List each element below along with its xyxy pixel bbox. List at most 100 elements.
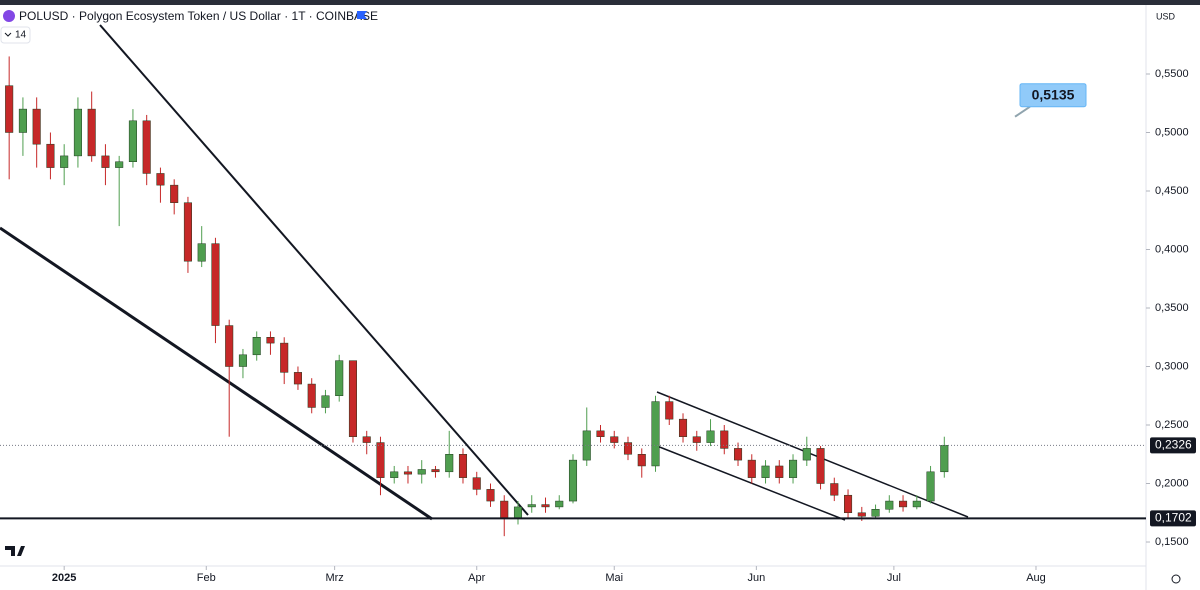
candle-body xyxy=(87,108,96,157)
candle-body xyxy=(623,442,633,455)
candle-body xyxy=(857,512,866,517)
last-price-box xyxy=(1150,437,1196,454)
top-bar xyxy=(0,0,1200,5)
candle-body xyxy=(142,120,151,174)
indicator-toggle[interactable] xyxy=(0,26,31,44)
candle-body xyxy=(733,448,743,461)
target-box xyxy=(1019,83,1087,108)
trend-line xyxy=(99,24,529,516)
settings-icon[interactable] xyxy=(1171,574,1181,584)
candle-body xyxy=(802,448,811,461)
candle-body xyxy=(170,184,179,203)
y-tick-label: 0,4500 xyxy=(1155,185,1189,197)
candle-body xyxy=(252,337,261,356)
candle-body xyxy=(390,471,399,478)
x-tick-label: Apr xyxy=(468,572,485,584)
candle-body xyxy=(816,448,825,484)
candle-body xyxy=(500,500,509,519)
y-tick-label: 0,5500 xyxy=(1155,68,1189,80)
y-tick-label: 0,1500 xyxy=(1155,536,1189,548)
candle-body xyxy=(885,500,894,510)
candle-body xyxy=(637,454,646,467)
candle-body xyxy=(321,395,330,408)
channel-line xyxy=(656,391,969,518)
x-tick-label: Aug xyxy=(1026,572,1046,584)
candle-body xyxy=(513,506,523,519)
symbol-logo xyxy=(3,10,15,22)
candle-body xyxy=(197,243,206,262)
candle-body xyxy=(582,430,591,461)
y-tick-label: 0,3000 xyxy=(1155,360,1189,372)
candle-body xyxy=(183,202,192,262)
y-tick-label: 0,4000 xyxy=(1155,243,1189,255)
chart-title: POLUSD · Polygon Ecosystem Token / US Do… xyxy=(19,9,378,23)
y-tick-label: 0,3500 xyxy=(1155,302,1189,314)
target-label: 0,5135 xyxy=(1032,86,1075,102)
candle-body xyxy=(596,430,605,437)
candle-body xyxy=(720,430,729,449)
candle-body xyxy=(5,85,14,133)
x-tick-label: Jul xyxy=(887,572,901,584)
candle-body xyxy=(775,465,784,478)
channel-line xyxy=(656,445,846,521)
candle-body xyxy=(871,509,880,517)
candle-body xyxy=(706,430,715,443)
candle-body xyxy=(665,401,674,420)
candle-body xyxy=(60,155,69,168)
candle-body xyxy=(403,471,413,475)
candle-body xyxy=(844,494,853,514)
candle-body xyxy=(486,489,495,502)
plot-area xyxy=(5,56,949,537)
candle-body xyxy=(18,108,27,133)
last-price-label: 0,2326 xyxy=(1155,438,1192,452)
y-tick-label: 0,5000 xyxy=(1155,126,1189,138)
trend-line xyxy=(0,226,433,521)
flag-icon[interactable] xyxy=(357,11,367,19)
currency-label[interactable]: USD xyxy=(1156,11,1176,21)
candle-body xyxy=(376,442,385,478)
candle-body xyxy=(926,471,935,502)
candle-body xyxy=(225,325,234,367)
candle-body xyxy=(940,445,949,473)
candle-body xyxy=(238,354,247,367)
candle-body xyxy=(458,454,468,478)
candle-body xyxy=(46,143,55,168)
candle-body xyxy=(747,459,756,478)
candle-body xyxy=(912,500,921,508)
candle-body xyxy=(293,372,302,385)
indicator-label: 14 xyxy=(15,30,27,41)
candle-body xyxy=(32,108,41,145)
candle-body xyxy=(362,436,371,443)
y-tick-label: 0,2000 xyxy=(1155,477,1189,489)
candle-body xyxy=(527,504,536,508)
candle-body xyxy=(445,454,454,473)
candle-body xyxy=(128,120,137,162)
candle-body xyxy=(678,418,688,437)
y-tick-label: 0,2500 xyxy=(1155,419,1189,431)
candle-body xyxy=(761,465,770,478)
support-box xyxy=(1150,510,1196,527)
candle-body xyxy=(541,504,550,508)
candle-body xyxy=(651,401,660,467)
x-tick-label: Mai xyxy=(605,572,623,584)
drawings xyxy=(0,24,969,521)
candle-body xyxy=(789,459,798,478)
candle-body xyxy=(335,360,344,397)
candle-body xyxy=(211,243,220,326)
candle-body xyxy=(417,469,426,475)
x-tick-label: Mrz xyxy=(325,572,343,584)
chevron xyxy=(4,32,12,37)
candle-body xyxy=(899,500,908,508)
tv-logo[interactable] xyxy=(5,546,25,556)
candle-body xyxy=(115,161,124,168)
candle-body xyxy=(472,477,481,490)
candle-body xyxy=(830,483,839,496)
x-tick-label: Feb xyxy=(197,572,216,584)
x-tick-label: 2025 xyxy=(52,572,76,584)
candle-body xyxy=(266,337,275,344)
candle-body xyxy=(431,469,440,473)
candle-body xyxy=(555,500,564,508)
candle-body xyxy=(610,436,619,443)
